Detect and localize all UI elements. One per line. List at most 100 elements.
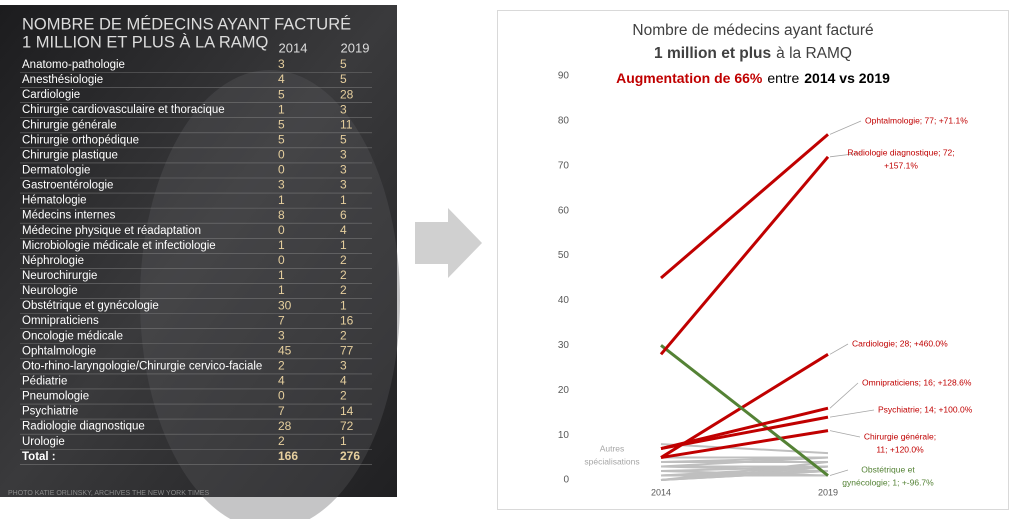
arrow: [415, 208, 482, 278]
cell-2014: 4: [278, 72, 285, 86]
chart-title: 1 million et plus à la RAMQ: [654, 45, 852, 62]
cell-2019: 2: [340, 253, 347, 267]
row-label: Hématologie: [22, 195, 87, 207]
cell-2014: 28: [278, 419, 292, 433]
cell-2019: 14: [340, 404, 354, 418]
cell-2014: 7: [278, 313, 285, 327]
table-title: NOMBRE DE MÉDECINS AYANT FACTURÉ: [22, 14, 351, 33]
cell-2014: 3: [278, 328, 285, 342]
highlight-line: [660, 133, 829, 280]
y-tick-label: 70: [558, 160, 570, 171]
leader-line: [829, 120, 862, 135]
series-label: gynécologie; 1; +-96.7%: [842, 477, 934, 487]
cell-2019: 3: [340, 163, 347, 177]
series-label: Obstétrique et: [861, 464, 915, 474]
cell-2019: 1: [340, 434, 347, 448]
cell-2014: 1: [278, 283, 285, 297]
row-label: Cardiologie: [22, 89, 80, 101]
subtitle-bold: 2014 vs 2019: [804, 70, 890, 86]
cell-2014: 3: [278, 57, 285, 71]
series-label: Chirurgie générale;: [864, 431, 936, 441]
row-label: Urologie: [22, 436, 65, 448]
cell-2019: 5: [340, 57, 347, 71]
cell-2019: 3: [340, 148, 347, 162]
row-label: Neurologie: [22, 285, 78, 297]
cell-2019: 2: [340, 328, 347, 342]
photo-background: [0, 5, 397, 497]
cell-2014: 0: [278, 223, 285, 237]
series-label: Omnipraticiens; 16; +128.6%: [862, 377, 972, 387]
cell-2014: 2: [278, 359, 285, 373]
leader-line: [829, 343, 849, 355]
row-label: Radiologie diagnostique: [22, 421, 145, 433]
cell-2014: 0: [278, 253, 285, 267]
row-label: Médecine physique et réadaptation: [22, 225, 201, 237]
photo-figure: [140, 70, 400, 524]
cell-2014: 4: [278, 374, 285, 388]
chart-title: Nombre de médecins ayant facturé: [632, 22, 873, 39]
other-line: [660, 470, 829, 481]
photo-credit: PHOTO KATIE ORLINSKY, ARCHIVES THE NEW Y…: [8, 490, 209, 497]
row-label: Chirurgie plastique: [22, 149, 118, 161]
chart-title-rest: à la RAMQ: [776, 45, 852, 62]
cell-2014: 1: [278, 102, 285, 116]
cell-2014: 2: [278, 434, 285, 448]
y-tick-label: 20: [558, 385, 570, 396]
leader-line: [829, 430, 861, 438]
row-label: Ophtalmologie: [22, 345, 96, 357]
plot-area: 0 10 20 30 40 50 60 70 80 90 2014 2019 Cardiologie; …: [558, 71, 973, 498]
y-tick-label: 0: [563, 475, 569, 486]
leader-line: [829, 152, 862, 158]
column-header: 2014: [279, 40, 308, 55]
table-title: 1 MILLION ET PLUS À LA RAMQ: [22, 32, 269, 51]
subtitle-highlight: Augmentation de 66%: [616, 70, 763, 86]
row-label: Omnipraticiens: [22, 315, 99, 327]
row-label: Chirurgie cardiovasculaire et thoracique: [22, 104, 225, 116]
cell-2014: 1: [278, 238, 285, 252]
other-line: [660, 465, 829, 473]
x-tick-label: 2019: [818, 487, 838, 497]
cell-2014: 1: [278, 268, 285, 282]
subtitle-middle: entre: [767, 70, 799, 86]
row-label: Néphrologie: [22, 255, 84, 267]
row-label: Pneumologie: [22, 391, 89, 403]
row-label: Microbiologie médicale et infectiologie: [22, 240, 216, 252]
highlight-line: [660, 415, 829, 451]
row-label: Dermatologie: [22, 165, 90, 177]
other-label: Autres: [600, 443, 625, 453]
cell-2014: 5: [278, 117, 285, 131]
cell-2019: 6: [340, 208, 347, 222]
chart-title-bold: 1 million et plus: [654, 45, 771, 62]
row-label: Chirurgie générale: [22, 119, 117, 131]
cell-2014: 30: [278, 298, 292, 312]
highlight-line: [660, 344, 829, 477]
other-line: [660, 443, 829, 455]
leader-line: [829, 382, 859, 409]
cell-2014: 1: [278, 193, 285, 207]
chart-subtitle: Augmentation de 66% entre 2014 vs 2019: [616, 70, 890, 86]
cell-2014: 166: [278, 449, 298, 463]
y-tick-label: 60: [558, 205, 570, 216]
cell-2014: 5: [278, 133, 285, 147]
series-label: +157.1%: [884, 160, 918, 170]
cell-2014: 5: [278, 87, 285, 101]
row-label: Anesthésiologie: [22, 74, 103, 86]
cell-2019: 28: [340, 87, 354, 101]
series-label: Radiologie diagnostique; 72;: [847, 147, 954, 157]
row-label: Médecins internes: [22, 210, 116, 222]
row-label: Total :: [22, 451, 56, 463]
row-label: Obstétrique et gynécologie: [22, 300, 159, 312]
cell-2019: 276: [340, 449, 360, 463]
y-tick-label: 50: [558, 250, 570, 261]
row-label: Oncologie médicale: [22, 330, 123, 342]
cell-2014: 0: [278, 389, 285, 403]
cell-2014: 3: [278, 178, 285, 192]
cell-2019: 5: [340, 133, 347, 147]
row-label: Pédiatrie: [22, 376, 67, 388]
row-label: Oto-rhino-laryngologie/Chirurgie cervico…: [22, 360, 262, 372]
series-label: Psychiatrie; 14; +100.0%: [878, 404, 973, 414]
cell-2014: 8: [278, 208, 285, 222]
row-label: Chirurgie orthopédique: [22, 134, 139, 146]
other-line: [660, 461, 829, 481]
